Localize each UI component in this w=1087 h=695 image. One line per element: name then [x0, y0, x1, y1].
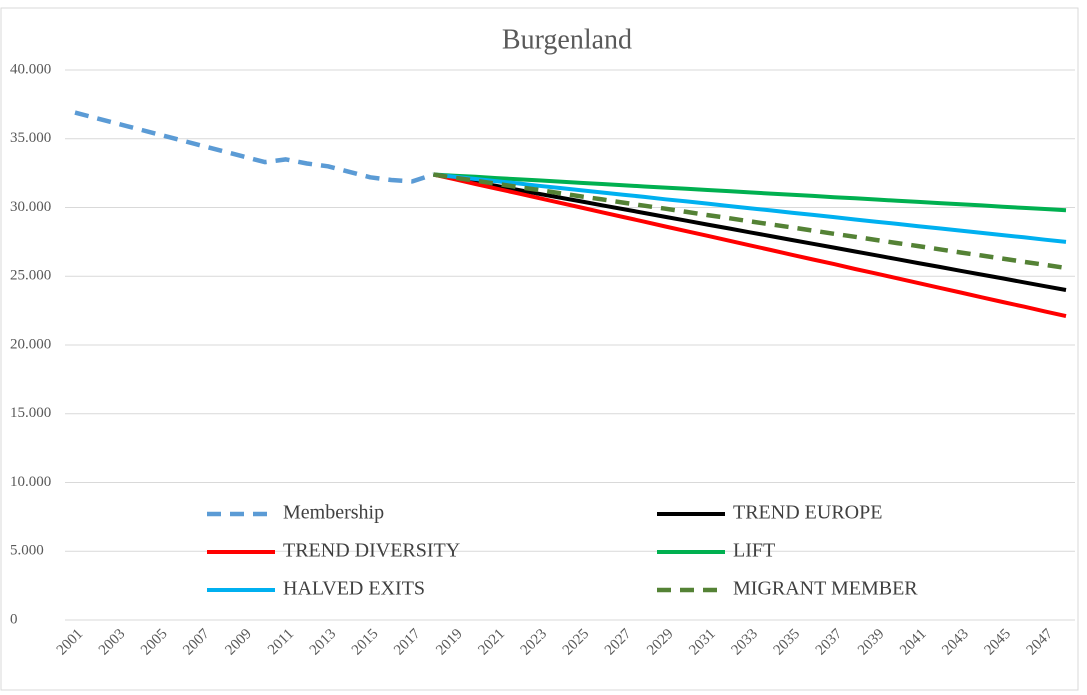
legend-label: LIFT: [733, 540, 775, 562]
y-tick-label: 35.000: [10, 130, 51, 146]
legend-label: HALVED EXITS: [283, 578, 425, 600]
data-line: [74, 110, 435, 184]
y-tick-label: 25.000: [10, 268, 51, 284]
legend-label: MIGRANT MEMBER: [733, 578, 918, 600]
y-tick-label: 5.000: [10, 543, 44, 559]
legend-label: Membership: [283, 502, 384, 524]
y-tick-label: 20.000: [10, 336, 51, 352]
data-line: [433, 172, 1067, 244]
y-tick-label: 15.000: [10, 405, 51, 421]
data-line: [433, 172, 1067, 271]
data-line: [432, 172, 1067, 319]
data-line: [433, 172, 1067, 213]
chart-border: [0, 7, 1079, 691]
legend-label: TREND EUROPE: [733, 502, 882, 524]
legend-label: TREND DIVERSITY: [283, 540, 460, 562]
chart-title: Burgenland: [502, 24, 632, 55]
y-tick-label: 0: [10, 611, 18, 627]
data-line: [433, 172, 1067, 292]
y-tick-label: 10.000: [10, 474, 51, 490]
y-tick-label: 40.000: [10, 61, 51, 77]
y-tick-label: 30.000: [10, 199, 51, 215]
